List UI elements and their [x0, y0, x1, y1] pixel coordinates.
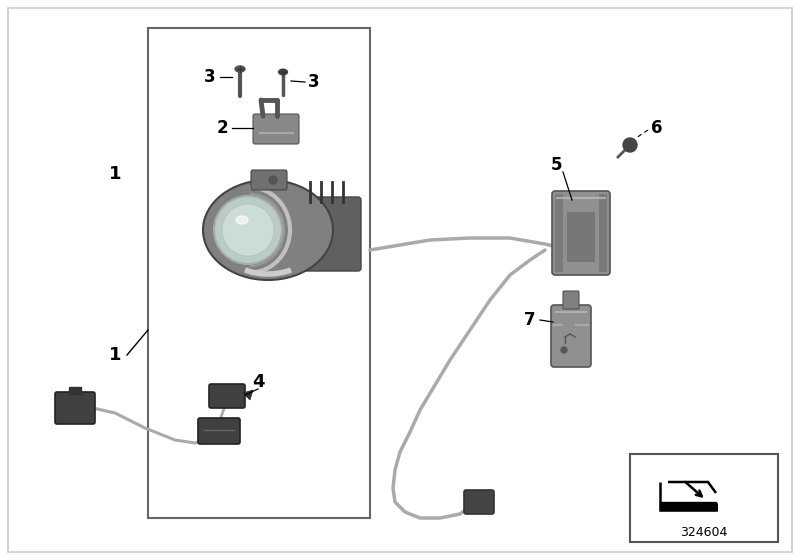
FancyBboxPatch shape — [563, 291, 579, 309]
FancyBboxPatch shape — [253, 114, 299, 144]
Bar — [630, 454, 778, 542]
FancyBboxPatch shape — [209, 384, 245, 408]
Bar — [555, 194, 563, 272]
Polygon shape — [243, 390, 253, 400]
Circle shape — [222, 204, 274, 256]
Circle shape — [269, 176, 277, 184]
Bar — [148, 28, 370, 518]
Text: 3: 3 — [308, 73, 320, 91]
Circle shape — [214, 196, 282, 264]
Ellipse shape — [235, 66, 245, 72]
FancyBboxPatch shape — [198, 418, 240, 444]
Text: 4: 4 — [252, 373, 264, 391]
FancyBboxPatch shape — [552, 191, 610, 275]
Text: 7: 7 — [524, 311, 536, 329]
Circle shape — [623, 138, 637, 152]
Bar — [660, 502, 716, 510]
Text: 6: 6 — [651, 119, 662, 137]
Bar — [567, 212, 595, 262]
Ellipse shape — [278, 69, 287, 74]
Circle shape — [561, 347, 567, 353]
Text: 324604: 324604 — [680, 525, 728, 539]
FancyBboxPatch shape — [55, 392, 95, 424]
Ellipse shape — [203, 180, 333, 280]
Bar — [69, 387, 81, 394]
FancyBboxPatch shape — [551, 305, 591, 367]
FancyBboxPatch shape — [303, 197, 361, 271]
Text: 1: 1 — [109, 346, 122, 364]
Text: 3: 3 — [204, 68, 216, 86]
Text: 5: 5 — [550, 156, 562, 174]
FancyBboxPatch shape — [464, 490, 494, 514]
FancyBboxPatch shape — [251, 170, 287, 190]
Bar — [599, 194, 607, 272]
Text: 2: 2 — [216, 119, 228, 137]
Ellipse shape — [236, 216, 248, 224]
Text: 1: 1 — [109, 165, 122, 183]
